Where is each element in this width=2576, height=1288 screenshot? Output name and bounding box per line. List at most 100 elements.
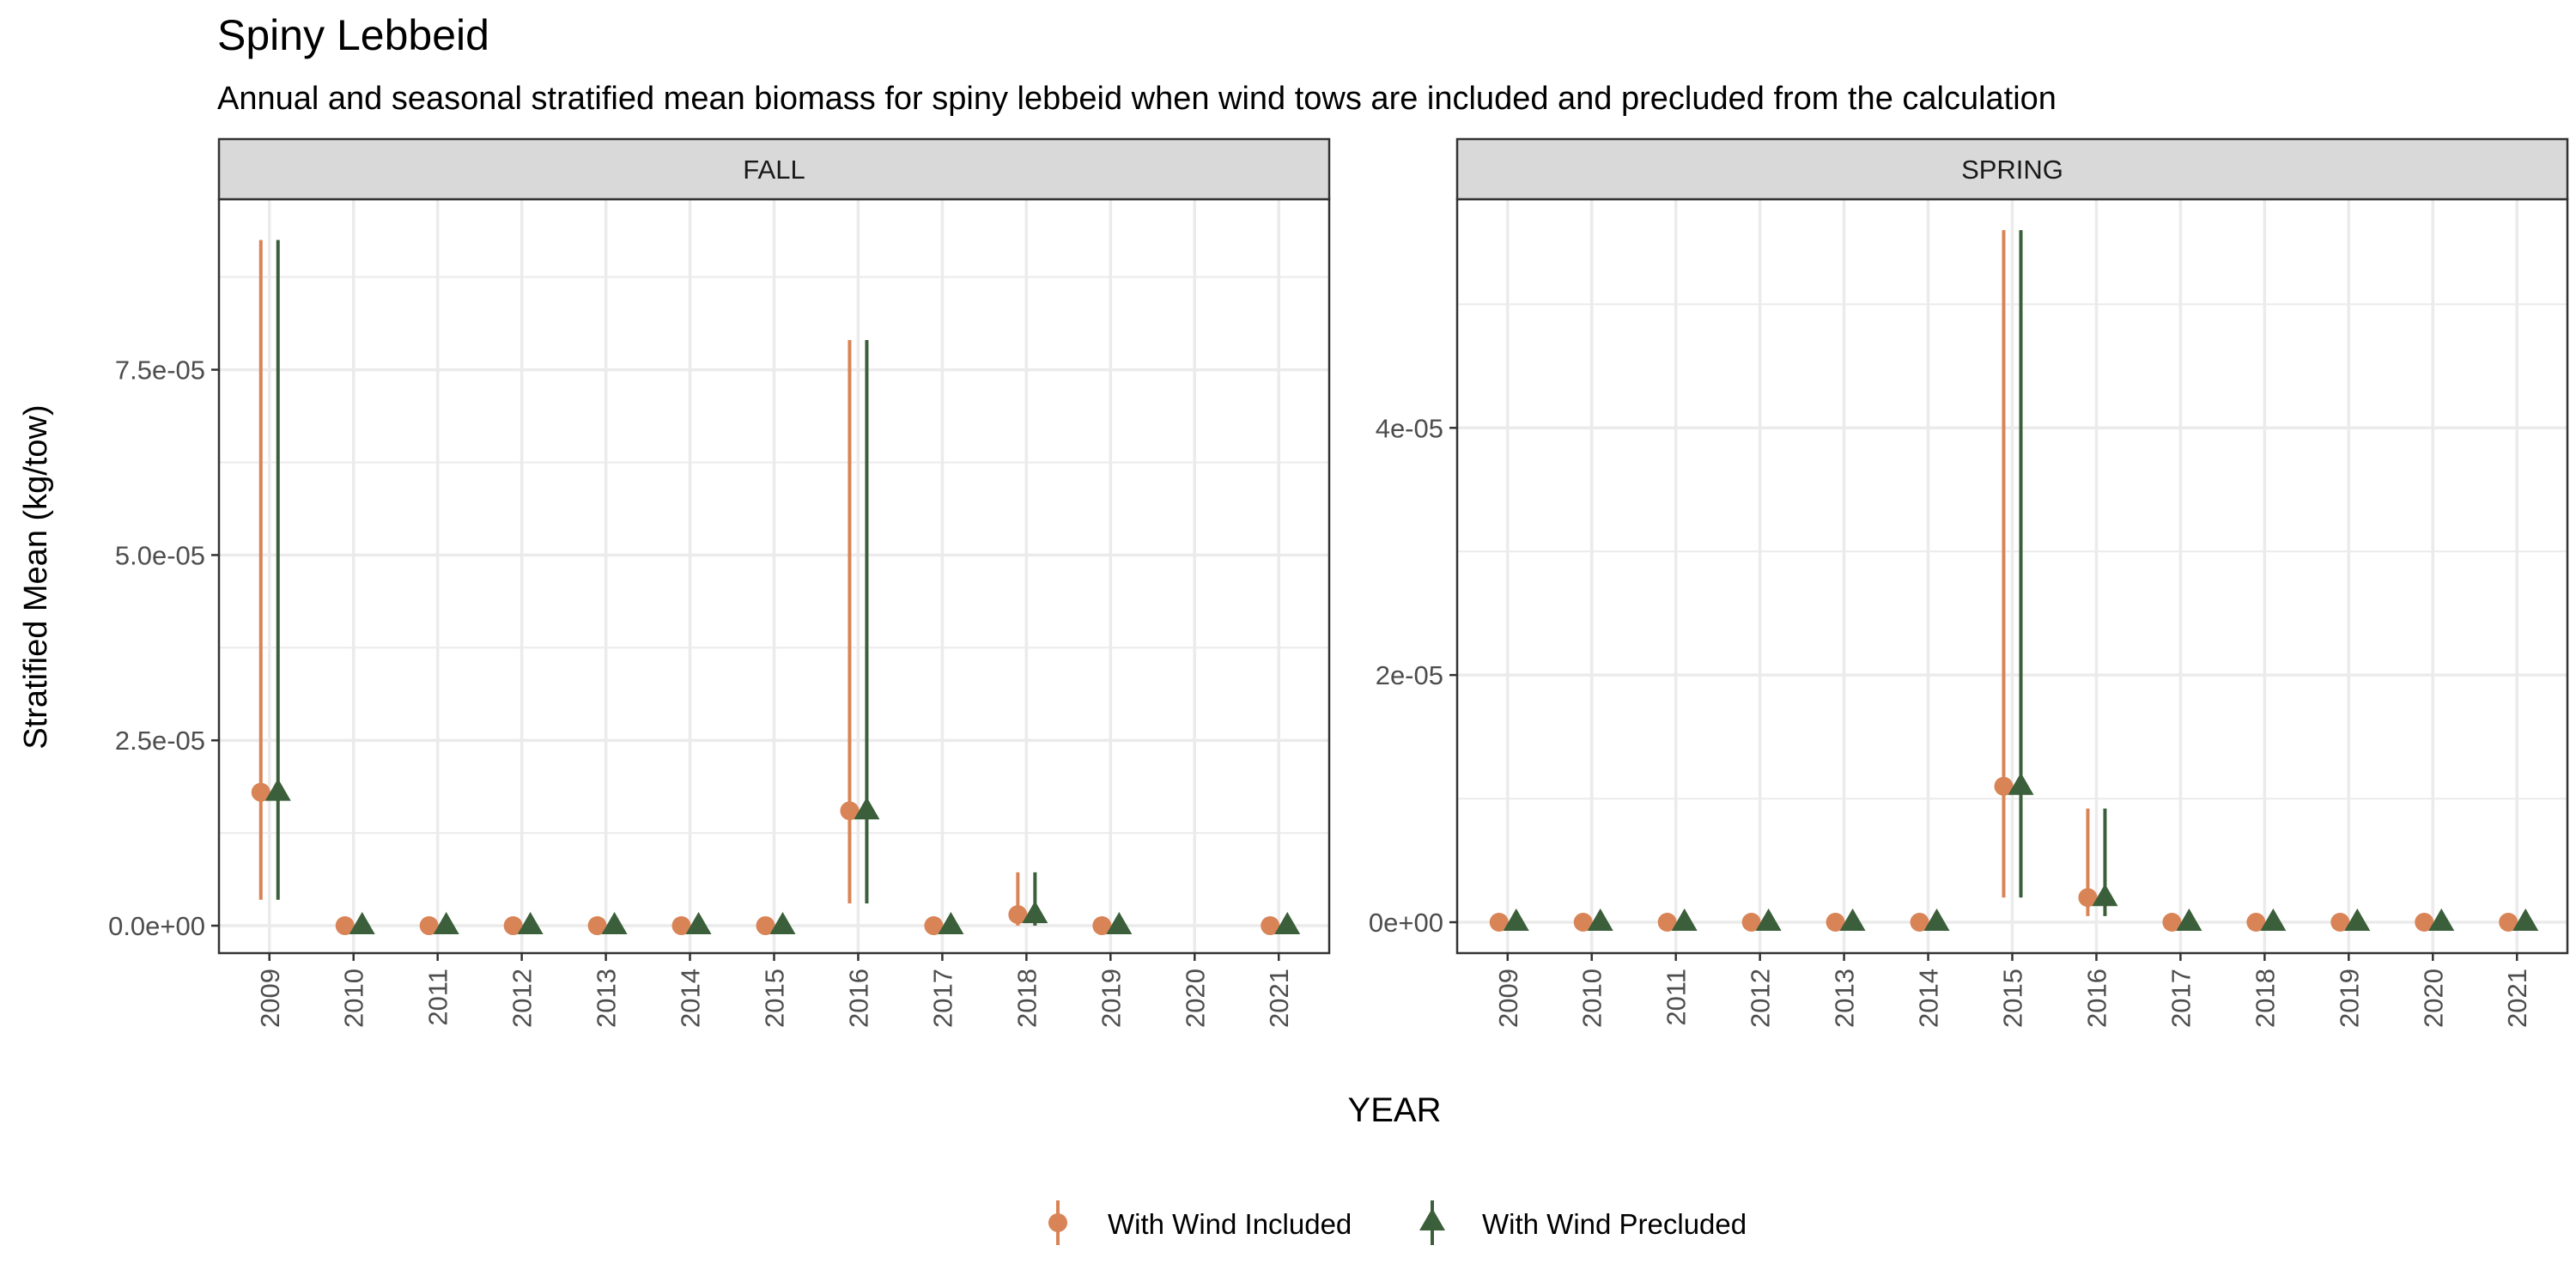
data-point xyxy=(1489,913,1509,933)
data-point xyxy=(1839,908,1866,932)
data-point xyxy=(671,916,691,936)
data-point xyxy=(756,916,775,936)
data-point xyxy=(2499,913,2518,933)
data-point xyxy=(769,912,796,935)
x-axis-label: YEAR xyxy=(1348,1091,1442,1129)
data-point xyxy=(264,778,291,801)
data-point xyxy=(2078,888,2098,908)
x-tick-label: 2021 xyxy=(1264,969,1294,1028)
data-point xyxy=(1910,913,1929,933)
x-tick-label: 2009 xyxy=(1493,969,1523,1028)
data-point xyxy=(1657,913,1677,933)
facet-panels: 0.0e+00 2.5e-05 5.0e-05 7.5e-05 2009 2010 2011… xyxy=(108,137,2569,1028)
x-tick-label: 2014 xyxy=(1914,969,1944,1028)
data-point xyxy=(2512,908,2539,932)
x-tick-label: 2011 xyxy=(1662,969,1692,1026)
data-point xyxy=(601,912,628,935)
data-point xyxy=(433,912,459,935)
data-point xyxy=(2092,884,2118,907)
legend-item-included: With Wind Included xyxy=(1048,1200,1352,1245)
y-tick-label: 4e-05 xyxy=(1376,413,1443,443)
x-tick-label: 2010 xyxy=(1577,969,1607,1028)
series-precluded xyxy=(264,240,1301,935)
data-point xyxy=(587,916,607,936)
x-tick-label: 2019 xyxy=(2334,969,2364,1028)
x-tick-label: 2012 xyxy=(1746,969,1776,1028)
data-point xyxy=(1503,908,1529,932)
legend-item-precluded: With Wind Precluded xyxy=(1419,1200,1747,1245)
data-point xyxy=(2246,913,2266,933)
legend-key-precluded-point xyxy=(1419,1208,1445,1230)
data-point xyxy=(1573,913,1593,933)
data-point xyxy=(2344,908,2371,932)
y-tick-label: 5.0e-05 xyxy=(115,540,205,570)
x-tick-label: 2018 xyxy=(1012,969,1042,1028)
strip-fall xyxy=(217,137,1331,201)
data-point xyxy=(503,916,523,936)
x-tick-label: 2010 xyxy=(339,969,369,1028)
data-point xyxy=(349,912,375,935)
data-point xyxy=(938,912,964,935)
data-point xyxy=(251,782,270,802)
data-point xyxy=(1022,901,1048,924)
data-point xyxy=(1261,916,1280,936)
data-point xyxy=(419,916,439,936)
x-tick-label: 2020 xyxy=(2418,969,2448,1028)
series-precluded xyxy=(1503,229,2539,932)
data-point xyxy=(1923,908,1950,932)
y-tick-label: 7.5e-05 xyxy=(115,355,205,386)
data-point xyxy=(685,912,712,935)
panel-fall: 0.0e+00 2.5e-05 5.0e-05 7.5e-05 2009 2010 2011… xyxy=(108,137,1331,1028)
data-point xyxy=(2415,913,2434,933)
data-point xyxy=(924,916,944,936)
x-tick-label: 2018 xyxy=(2250,969,2280,1028)
data-point xyxy=(2176,908,2202,932)
x-tick-label: 2011 xyxy=(423,969,453,1026)
data-point xyxy=(1755,908,1782,932)
series-included xyxy=(1489,229,2518,933)
legend-label-included: With Wind Included xyxy=(1108,1208,1352,1240)
data-point xyxy=(2008,772,2034,795)
chart-title: Spiny Lebbeid xyxy=(217,11,489,59)
data-point xyxy=(1741,913,1761,933)
series-included xyxy=(251,240,1280,936)
y-tick-label: 2e-05 xyxy=(1376,660,1443,690)
data-point xyxy=(2330,913,2350,933)
x-tick-label: 2013 xyxy=(592,969,622,1028)
data-point xyxy=(517,912,544,935)
strip-spring xyxy=(1455,137,2569,201)
panel-spring: 0e+00 2e-05 4e-05 2009 2010 2011 2012 2013 2014 2… xyxy=(1369,137,2569,1028)
x-tick-label: 2021 xyxy=(2502,969,2532,1028)
data-point xyxy=(1994,776,2014,796)
x-tick-label: 2015 xyxy=(760,969,790,1028)
x-tick-label: 2009 xyxy=(255,969,285,1028)
data-point xyxy=(1092,916,1112,936)
data-point xyxy=(2428,908,2455,932)
x-tick-label: 2017 xyxy=(2166,969,2196,1028)
chart-subtitle: Annual and seasonal stratified mean biom… xyxy=(217,81,2057,117)
data-point xyxy=(335,916,355,936)
data-point xyxy=(1587,908,1613,932)
x-tick-label: 2016 xyxy=(843,969,873,1028)
y-tick-label: 0.0e+00 xyxy=(108,911,205,941)
x-tick-label: 2019 xyxy=(1096,969,1126,1028)
data-point xyxy=(840,801,860,821)
y-tick-label: 0e+00 xyxy=(1369,908,1443,938)
x-tick-label: 2013 xyxy=(1830,969,1860,1028)
legend-key-included-point xyxy=(1048,1213,1067,1232)
legend-label-precluded: With Wind Precluded xyxy=(1482,1208,1747,1240)
legend: With Wind Included With Wind Precluded xyxy=(1048,1200,1747,1245)
strip-label-fall: FALL xyxy=(743,155,805,185)
x-tick-label: 2020 xyxy=(1180,969,1210,1028)
data-point xyxy=(1008,905,1028,925)
y-axis-label: Stratified Mean (kg/tow) xyxy=(18,404,54,749)
x-tick-label: 2016 xyxy=(2081,969,2111,1028)
data-point xyxy=(2162,913,2182,933)
data-point xyxy=(1274,912,1301,935)
data-point xyxy=(2260,908,2287,932)
data-point xyxy=(1671,908,1698,932)
x-tick-label: 2017 xyxy=(927,969,957,1028)
data-point xyxy=(1826,913,1845,933)
y-tick-label: 2.5e-05 xyxy=(115,726,205,756)
